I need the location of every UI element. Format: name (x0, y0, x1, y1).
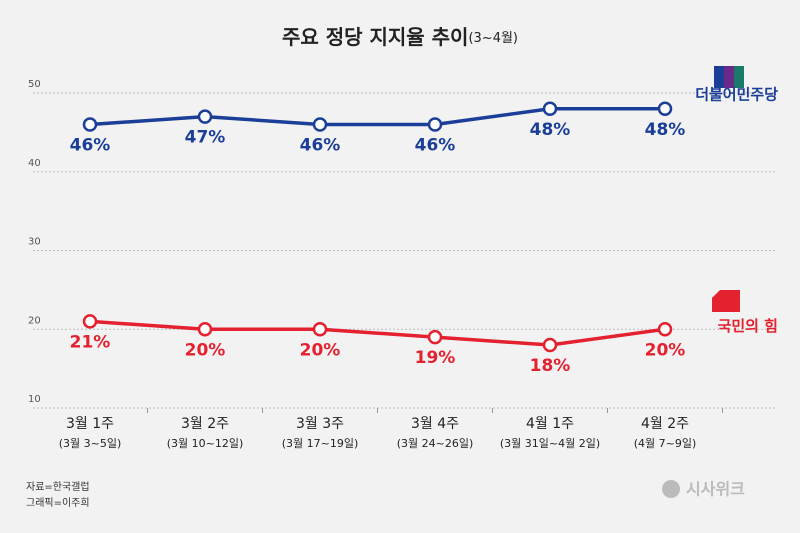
value-label: 48% (530, 120, 571, 140)
value-label: 20% (300, 340, 341, 360)
point (82, 314, 98, 329)
y-tick-label: 30 (28, 237, 41, 248)
series-line (89, 319, 666, 347)
value-label: 18% (530, 356, 571, 376)
value-label: 48% (645, 120, 686, 140)
y-tick-label: 10 (28, 394, 41, 405)
value-label: 21% (70, 332, 111, 352)
value-label: 20% (645, 340, 686, 360)
point (427, 329, 443, 345)
title-note: (3~4월) (468, 31, 518, 46)
point (542, 101, 558, 116)
y-tick-label: 20 (28, 315, 41, 326)
point (197, 109, 213, 124)
value-label: 19% (415, 348, 456, 368)
legend-label: 국민의 힘 (718, 317, 778, 335)
x-tick-label: 3월 1주 (66, 416, 114, 432)
point (312, 117, 328, 132)
title-main: 주요 정당 지지율 추이 (282, 25, 469, 49)
legend-label: 더불어민주당 (695, 85, 778, 103)
value-label: 46% (70, 136, 111, 156)
x-tick-label: 3월 2주 (181, 416, 229, 432)
chart-title: 주요 정당 지지율 추이(3~4월) (282, 25, 518, 49)
point (427, 117, 443, 132)
point (82, 117, 98, 132)
x-tick-date: (3월 24~26일) (397, 436, 474, 450)
source: 자료=한국갤럽 (26, 481, 90, 493)
logo-blue (714, 66, 744, 88)
x-tick-date: (4월 7~9일) (634, 436, 697, 450)
x-tick-label: 3월 3주 (296, 416, 344, 432)
y-tick-label: 50 (28, 79, 41, 90)
point (312, 322, 328, 337)
value-label: 46% (415, 136, 456, 156)
watermark: 시사위크 (686, 480, 745, 499)
x-tick-label: 4월 1주 (526, 416, 574, 432)
point (542, 337, 558, 353)
value-label: 46% (300, 136, 341, 156)
point (197, 322, 213, 337)
x-tick-date: (3월 31일~4월 2일) (500, 436, 600, 450)
x-tick-label: 3월 4주 (411, 416, 459, 432)
watermark-logo (662, 480, 680, 498)
point (657, 322, 673, 337)
value-label: 47% (185, 128, 226, 148)
x-tick-date: (3월 17~19일) (282, 436, 359, 450)
x-tick-date: (3월 3~5일) (59, 436, 122, 450)
point (657, 101, 673, 116)
y-tick-label: 40 (28, 158, 41, 169)
series-line (89, 107, 665, 127)
logo-red (712, 290, 740, 312)
x-tick-date: (3월 10~12일) (167, 436, 244, 450)
x-tick-label: 4월 2주 (641, 416, 689, 432)
credit: 그래픽=이주희 (26, 497, 90, 509)
value-label: 20% (185, 340, 226, 360)
